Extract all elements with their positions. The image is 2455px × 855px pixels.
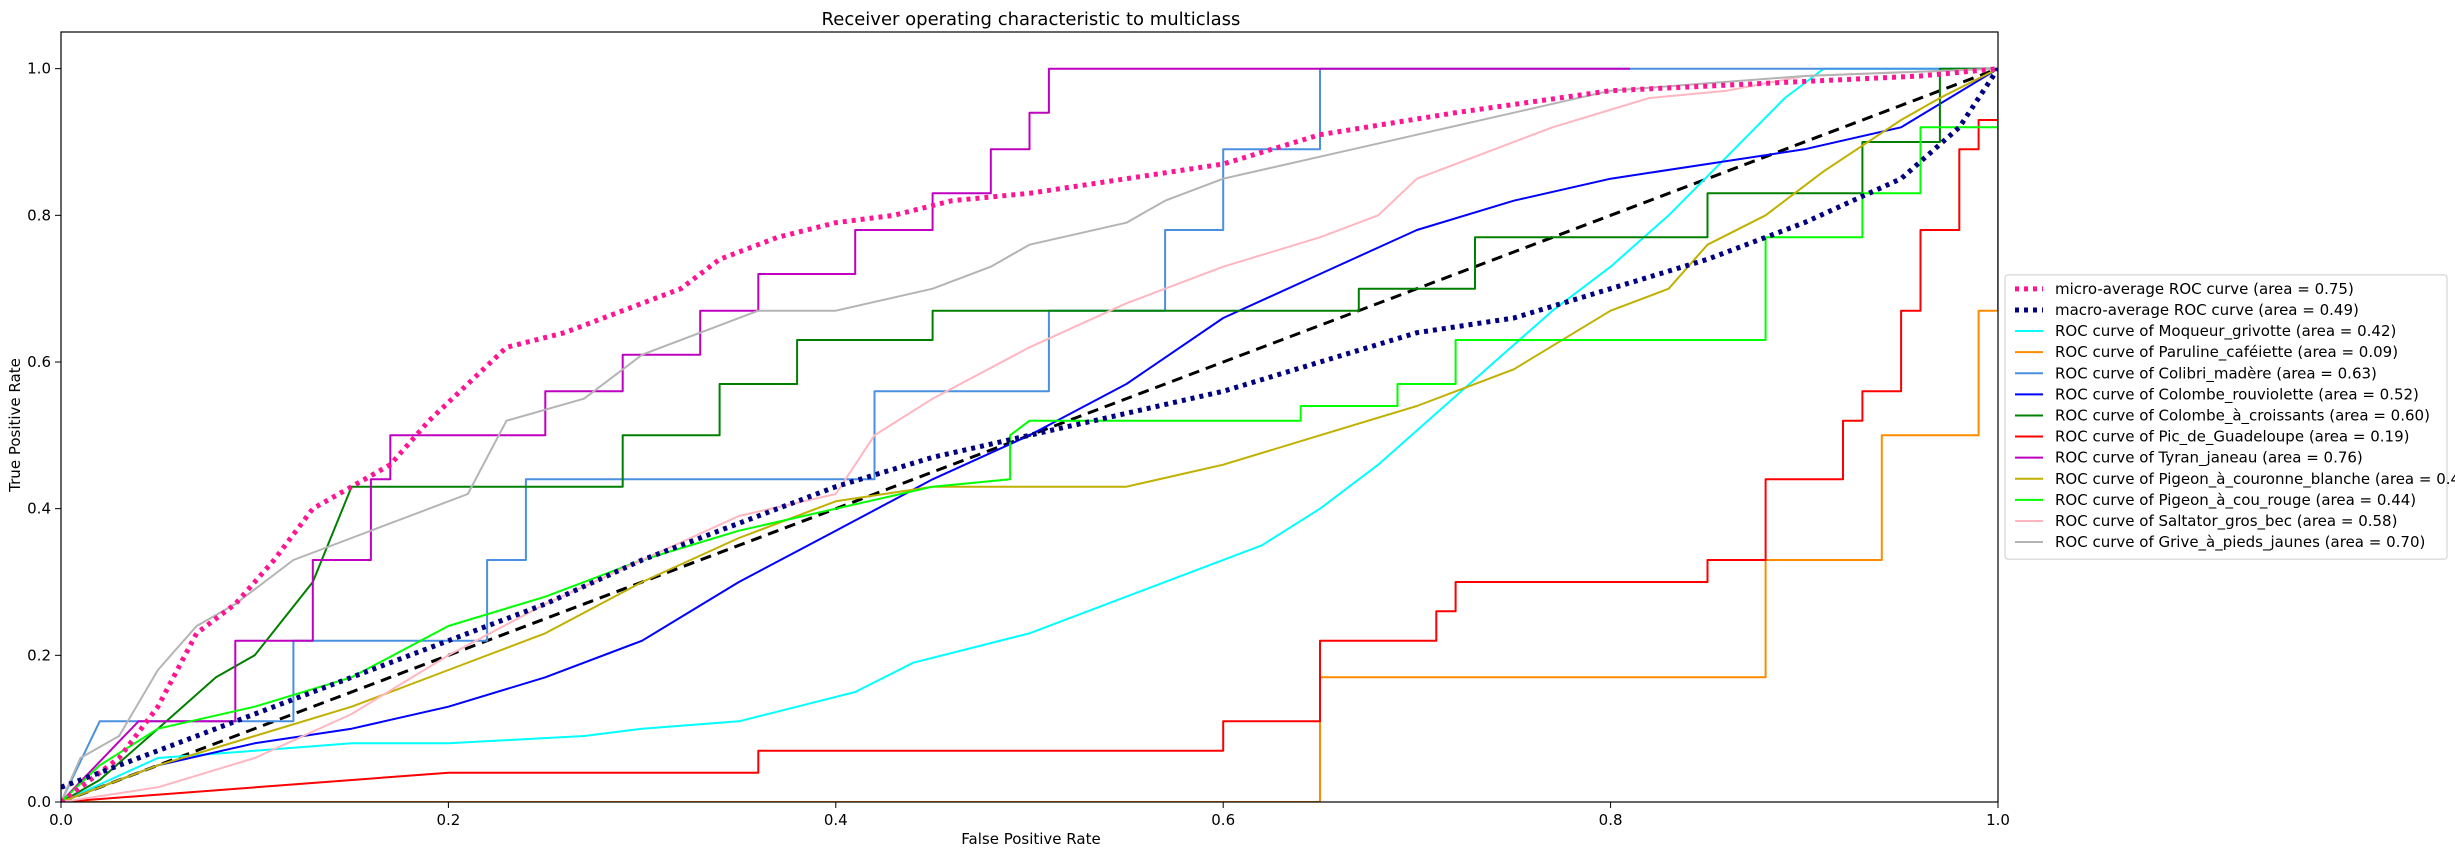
legend-entry: ROC curve of Colombe_rouviolette (area =…: [2055, 385, 2419, 404]
y-tick-label: 0.2: [27, 646, 51, 664]
x-tick-label: 0.8: [1599, 811, 1623, 829]
chart-title: Receiver operating characteristic to mul…: [822, 9, 1241, 30]
series-line-1: [61, 67, 1998, 790]
y-tick-label: 0.0: [27, 793, 51, 811]
series-line-5: [61, 67, 1998, 802]
x-tick-label: 0.0: [49, 811, 73, 829]
y-axis-label: True Positive Rate: [6, 358, 24, 493]
x-tick-label: 1.0: [1986, 811, 2010, 829]
legend-entry: ROC curve of Saltator_gros_bec (area = 0…: [2055, 512, 2397, 531]
axes: 0.0 0.2 0.4 0.6 0.8 1.0 0.0 0.2 0.4 0.6 0.8 1.0: [27, 31, 2010, 829]
legend-entry: ROC curve of Pic_de_Guadeloupe (area = 0…: [2055, 428, 2409, 447]
legend-entry: ROC curve of Pigeon_à_couronne_blanche (…: [2055, 470, 2455, 489]
legend: micro-average ROC curve (area = 0.75) mac…: [2004, 274, 2455, 560]
plot-area: [61, 66, 1998, 802]
axes-frame: [60, 31, 1999, 803]
legend-entry: ROC curve of Paruline_caféiette (area = …: [2055, 343, 2398, 362]
legend-entry: ROC curve of Pigeon_à_cou_rouge (area = …: [2055, 491, 2416, 510]
series-line-11: [61, 67, 1998, 802]
legend-entry: macro-average ROC curve (area = 0.49): [2055, 301, 2359, 319]
legend-entry: ROC curve of Colibri_madère (area = 0.63…: [2055, 364, 2377, 383]
series-line-7: [61, 68, 1998, 802]
y-tick-label: 1.0: [27, 60, 51, 78]
legend-box: [2004, 274, 2448, 560]
x-axis-label: False Positive Rate: [961, 830, 1100, 848]
legend-entry: ROC curve of Colombe_à_croissants (area …: [2055, 406, 2430, 425]
y-tick-label: 0.8: [27, 206, 51, 224]
x-tick-label: 0.4: [824, 811, 848, 829]
x-tick-label: 0.2: [436, 811, 460, 829]
x-tick-label: 0.6: [1211, 811, 1235, 829]
series-line-2: [61, 67, 1998, 802]
series-line-9: [61, 67, 1998, 802]
series-line-6: [61, 67, 1998, 802]
y-tick-label: 0.4: [27, 500, 51, 518]
legend-entry: ROC curve of Grive_à_pieds_jaunes (area …: [2055, 533, 2425, 552]
legend-entry: ROC curve of Tyran_janeau (area = 0.76): [2055, 449, 2363, 468]
series-line-10: [61, 68, 1998, 802]
legend-entry: ROC curve of Moqueur_grivotte (area = 0.…: [2055, 322, 2396, 341]
y-tick-label: 0.6: [27, 353, 51, 371]
series-line-8: [61, 67, 1630, 802]
legend-entry: micro-average ROC curve (area = 0.75): [2055, 280, 2354, 298]
series-line-0: [61, 66, 1998, 802]
